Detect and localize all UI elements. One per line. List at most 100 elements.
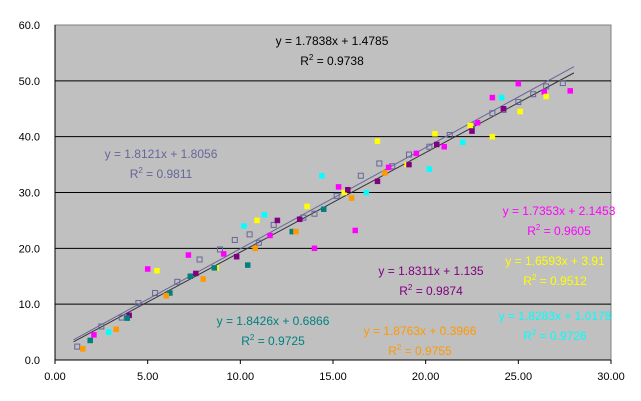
regression-equation: y = 1.6593x + 3.91 <box>505 254 605 268</box>
data-point <box>152 290 159 296</box>
data-point <box>530 91 537 98</box>
data-point <box>87 337 93 344</box>
data-point <box>241 223 247 229</box>
data-point <box>319 173 325 179</box>
gridlines <box>55 80 611 305</box>
data-point <box>255 239 262 246</box>
regression-equation: y = 1.7353x + 2.1453 <box>503 204 616 218</box>
data-point <box>467 122 473 129</box>
data-point <box>233 253 240 260</box>
data-point <box>432 131 438 137</box>
regression-equation: y = 1.7838x + 1.4785 <box>276 34 389 48</box>
data-point <box>296 216 303 223</box>
data-point <box>167 290 173 296</box>
regression-equation: y = 1.8311x + 1.135 <box>378 264 484 278</box>
y-tick-label: 20.0 <box>19 243 40 255</box>
data-point <box>363 189 370 196</box>
r-squared-label: R2 = 0.9811 <box>130 166 193 181</box>
data-point <box>426 143 433 150</box>
equation-annotations: y = 1.7838x + 1.4785 R2 = 0.9738 y = 1.812… <box>105 34 616 358</box>
data-points <box>74 80 573 352</box>
regression-equation: y = 1.8283x + 1.0178 <box>499 309 612 323</box>
data-point <box>405 151 412 158</box>
r-squared-label: R2 = 0.9726 <box>523 328 587 343</box>
data-point <box>515 80 522 87</box>
data-point <box>341 189 347 196</box>
data-point <box>252 245 258 252</box>
data-point <box>413 150 420 157</box>
data-point <box>459 139 466 145</box>
data-point <box>113 326 119 333</box>
data-point <box>357 172 364 179</box>
data-point <box>231 236 238 243</box>
r-squared-label: R2 = 0.9874 <box>399 283 463 298</box>
r-squared-label: R2 = 0.9512 <box>523 273 587 288</box>
x-tick-label: 25.00 <box>505 371 533 383</box>
data-point <box>559 80 566 87</box>
r-squared-label: R2 = 0.9725 <box>241 333 305 348</box>
data-point <box>348 195 355 201</box>
x-tick-label: 10.00 <box>227 371 255 383</box>
data-point <box>352 227 358 234</box>
data-point <box>98 323 105 330</box>
data-point <box>333 192 340 199</box>
data-point <box>567 88 573 94</box>
data-point <box>74 343 81 350</box>
trendline <box>73 66 575 341</box>
data-point <box>154 267 160 274</box>
data-point <box>441 143 447 150</box>
data-point <box>385 164 392 171</box>
data-point <box>105 329 112 335</box>
data-point <box>187 273 194 279</box>
data-point <box>185 252 192 258</box>
data-point <box>211 265 218 271</box>
data-point <box>515 99 522 106</box>
data-point <box>267 232 273 239</box>
data-point <box>270 221 277 228</box>
data-point <box>118 314 125 321</box>
regression-equation: y = 1.8426x + 0.6866 <box>217 314 330 328</box>
data-point <box>293 228 299 235</box>
r-squared-label: R2 = 0.9605 <box>527 223 591 238</box>
data-point <box>469 128 475 134</box>
data-point <box>216 246 223 253</box>
data-point <box>135 300 142 307</box>
data-point <box>311 245 318 252</box>
r-squared-label: R2 = 0.9755 <box>388 343 452 358</box>
x-tick-label: 15.00 <box>319 371 347 383</box>
y-tick-label: 30.0 <box>19 188 40 200</box>
data-point <box>80 346 86 352</box>
data-point <box>345 186 351 193</box>
data-point <box>374 138 381 144</box>
data-point <box>124 315 131 321</box>
x-axis-tick-labels: 0.00 5.00 10.00 15.00 20.00 25.00 30.00 <box>44 360 625 383</box>
data-point <box>196 256 203 263</box>
data-point <box>91 332 97 338</box>
data-point <box>406 161 412 168</box>
data-point <box>193 270 199 277</box>
y-tick-label: 0.0 <box>25 355 40 367</box>
data-point <box>220 251 227 257</box>
data-point <box>446 131 453 138</box>
data-point <box>274 217 281 224</box>
regression-equation: y = 1.8763x + 0.3966 <box>364 324 477 338</box>
regression-equation: y = 1.8121x + 1.8056 <box>105 147 218 161</box>
y-tick-label: 50.0 <box>19 76 40 88</box>
data-point <box>500 106 507 112</box>
data-point <box>200 276 207 282</box>
data-point <box>382 170 388 176</box>
data-point <box>174 278 181 285</box>
data-point <box>517 108 523 115</box>
data-point <box>474 119 481 126</box>
x-tick-label: 20.00 <box>412 371 440 383</box>
data-point <box>374 178 381 185</box>
data-point <box>163 293 169 299</box>
data-point <box>543 93 549 100</box>
y-tick-label: 60.0 <box>19 20 40 32</box>
data-point <box>261 212 268 218</box>
x-tick-label: 30.00 <box>597 371 625 383</box>
data-point <box>320 206 327 212</box>
data-point <box>376 160 383 167</box>
data-point <box>335 184 342 190</box>
